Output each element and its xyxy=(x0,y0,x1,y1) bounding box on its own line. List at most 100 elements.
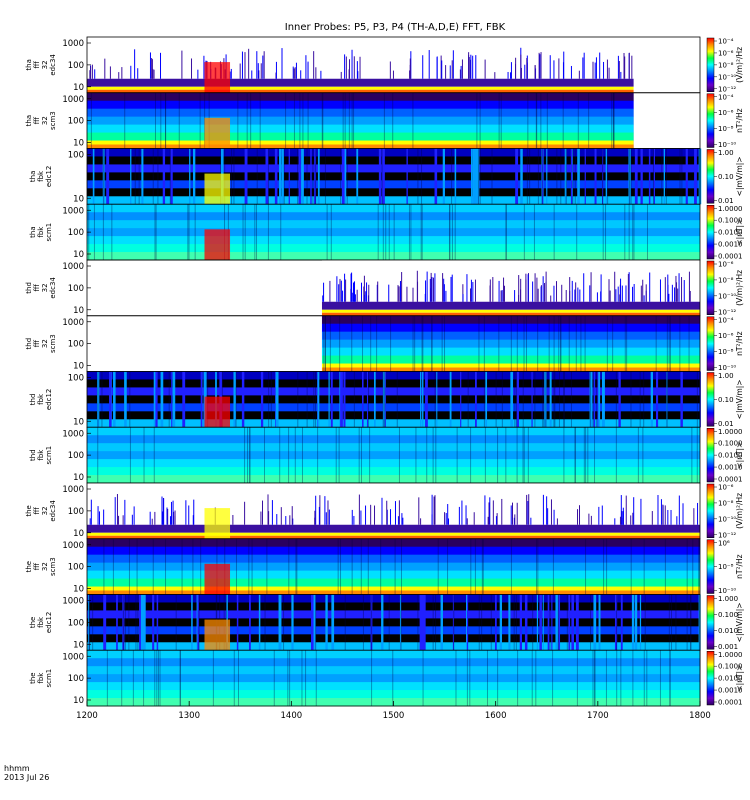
frequency-band xyxy=(87,124,634,134)
spectral-spike xyxy=(562,62,564,79)
time-streak xyxy=(381,148,383,205)
time-streak xyxy=(393,204,395,260)
time-streak xyxy=(157,148,159,205)
colorbar-unit-text: <|nT|> xyxy=(735,665,744,692)
frequency-band xyxy=(87,395,700,404)
colorbar-tick-label: 0.0010 xyxy=(718,241,743,249)
spectral-spike xyxy=(336,276,338,302)
frequency-band xyxy=(87,156,700,165)
time-streak xyxy=(505,427,507,483)
frequency-band xyxy=(87,570,700,580)
spectral-spike xyxy=(484,59,486,79)
time-streak xyxy=(301,427,303,483)
time-streak xyxy=(297,371,299,428)
panel-ylabel: the fff 32 scm3 xyxy=(25,557,57,576)
time-streak xyxy=(522,427,524,483)
time-streak xyxy=(577,92,579,149)
spectral-spike xyxy=(353,282,355,302)
colorbar-unit-text: <|mV/m|> xyxy=(735,156,744,196)
spectral-spike xyxy=(571,280,573,302)
time-streak xyxy=(479,148,481,205)
spectral-spike xyxy=(577,509,579,525)
panel-ylabel: tha fff 32 edc34 xyxy=(25,54,57,76)
spectral-spike xyxy=(244,501,246,525)
spectral-spike xyxy=(342,290,344,302)
y-tick-label: 10 xyxy=(73,362,84,372)
activity-stripe xyxy=(182,371,186,428)
frequency-band xyxy=(87,244,700,253)
activity-stripe xyxy=(485,371,488,428)
time-streak xyxy=(576,204,578,260)
panel-ylabel-line: edc34 xyxy=(49,500,57,522)
time-streak xyxy=(267,148,269,205)
panel-ylabel-line: tha xyxy=(29,226,37,237)
activity-stripe xyxy=(515,148,519,205)
spectral-spike xyxy=(496,513,498,525)
activity-stripe xyxy=(656,371,659,428)
time-streak xyxy=(353,92,355,149)
frequency-band xyxy=(321,347,700,357)
time-streak xyxy=(553,315,555,372)
panel-ylabel-line: scm1 xyxy=(45,223,53,242)
low-frequency-band xyxy=(87,532,700,536)
spectral-spike xyxy=(664,277,666,302)
low-frequency-band xyxy=(87,86,634,90)
time-streak xyxy=(501,371,503,428)
spectral-spike xyxy=(390,509,392,525)
spectral-spike xyxy=(160,52,162,79)
time-streak xyxy=(420,204,422,260)
time-streak xyxy=(154,650,156,706)
y-tick-label: 10 xyxy=(73,194,84,204)
time-streak xyxy=(129,427,131,483)
spectral-spike xyxy=(488,502,490,525)
time-streak xyxy=(421,148,423,205)
time-streak xyxy=(628,204,630,260)
colorbar-unit-label: (V/m)²/Hz xyxy=(735,270,744,306)
time-streak xyxy=(289,650,291,706)
time-streak xyxy=(101,371,103,428)
time-streak xyxy=(602,204,604,260)
colorbar-tick-label: 10⁻¹² xyxy=(718,85,736,93)
spectral-spike xyxy=(624,56,626,79)
spectral-spike xyxy=(489,279,491,302)
activity-stripe xyxy=(605,148,608,205)
spectral-spike xyxy=(151,518,153,525)
spectral-spike xyxy=(627,273,629,302)
colorbar-scale xyxy=(706,372,715,427)
activity-stripe xyxy=(197,594,199,651)
time-streak xyxy=(632,204,634,260)
panel-ylabel-line: fff xyxy=(33,339,41,347)
time-streak xyxy=(548,315,550,372)
time-streak xyxy=(565,148,567,205)
spectral-spike xyxy=(540,52,542,79)
x-footer: hhmm 2013 Jul 26 xyxy=(4,764,49,782)
activity-stripe xyxy=(343,371,346,428)
time-streak xyxy=(338,427,340,483)
spectral-spike xyxy=(431,514,433,525)
time-streak xyxy=(421,204,423,260)
time-streak xyxy=(344,92,346,149)
time-streak xyxy=(154,204,156,260)
time-streak xyxy=(541,148,543,205)
time-streak xyxy=(315,594,317,651)
colorbar-scale xyxy=(706,149,715,204)
spectral-spike xyxy=(595,57,597,79)
time-streak xyxy=(449,204,451,260)
activity-stripe xyxy=(366,371,369,428)
spectral-spike xyxy=(89,518,91,525)
activity-stripe xyxy=(598,594,601,651)
time-streak xyxy=(643,538,645,595)
lowest-frequency-band xyxy=(87,89,634,93)
spectrogram-panel: 1000 100 10 the fbk edc12 1.000 0.100 0.010 0.001… xyxy=(29,594,744,651)
activity-stripe xyxy=(258,594,261,651)
time-streak xyxy=(143,650,145,706)
activity-stripe xyxy=(520,594,523,651)
spectral-spike xyxy=(614,518,616,525)
spectral-spike xyxy=(470,288,472,302)
spectral-spike xyxy=(104,58,106,79)
time-streak xyxy=(490,594,492,651)
time-streak xyxy=(639,371,641,428)
activity-stripe xyxy=(170,148,173,205)
spectral-spike xyxy=(697,502,699,525)
